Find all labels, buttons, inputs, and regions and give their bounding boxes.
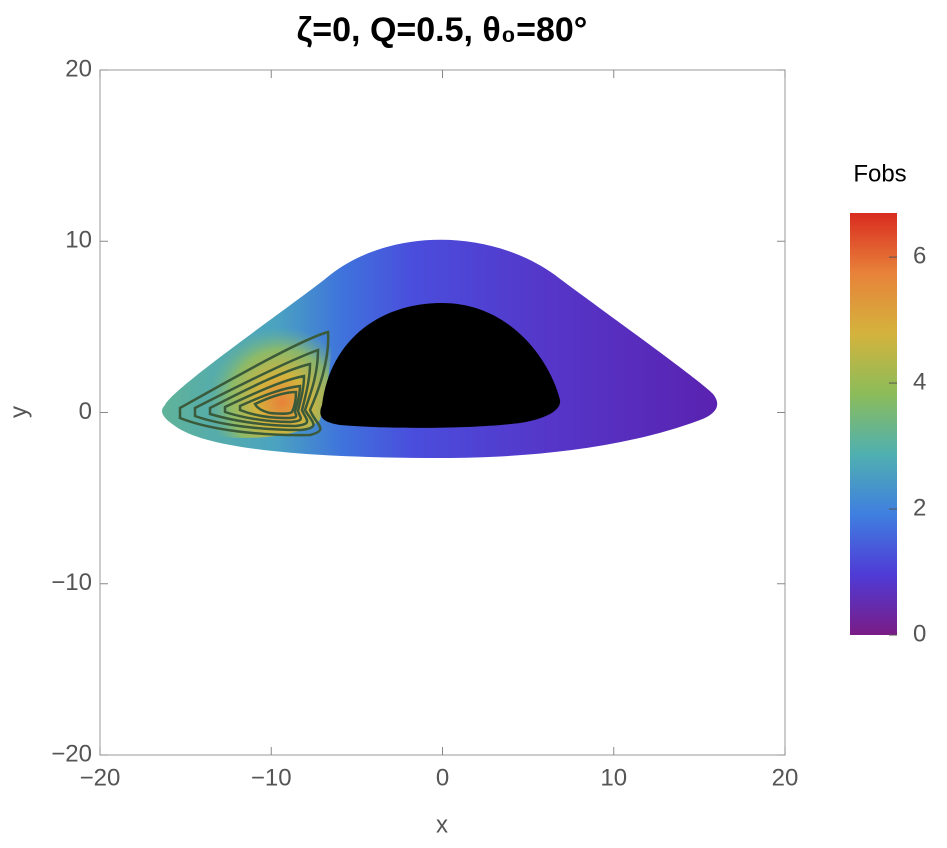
- y-tick-label: 10: [65, 227, 92, 254]
- y-tick-label: 0: [79, 398, 92, 425]
- x-tick-label: 10: [600, 764, 627, 791]
- contours: [178, 330, 330, 437]
- chart-title: ζ=0, Q=0.5, θ₀=80°: [297, 11, 588, 49]
- y-tick-label: 20: [65, 55, 92, 82]
- contour: [253, 390, 298, 415]
- contour: [208, 362, 312, 428]
- x-tick-label: 0: [436, 764, 449, 791]
- contour: [223, 374, 306, 424]
- x-axis-label: x: [436, 811, 448, 838]
- y-tick-label: −10: [51, 569, 92, 596]
- colorbar-tick-label: 4: [913, 368, 926, 395]
- x-tick-label: 20: [772, 764, 799, 791]
- x-tick-label: −10: [251, 764, 292, 791]
- colorbar-title: Fobs: [853, 160, 906, 187]
- contour: [238, 384, 302, 420]
- colorbar-tick-label: 6: [913, 242, 926, 269]
- y-tick-label: −20: [51, 740, 92, 767]
- hot-spot: [162, 275, 335, 438]
- colorbar: [850, 213, 897, 635]
- y-axis-label: y: [5, 406, 32, 418]
- colorbar-tick-label: 2: [913, 494, 926, 521]
- shadow: [320, 303, 561, 428]
- contour: [178, 330, 330, 437]
- x-tick-label: −20: [80, 764, 121, 791]
- colorbar-tick-label: 0: [913, 620, 926, 647]
- contour: [193, 348, 320, 432]
